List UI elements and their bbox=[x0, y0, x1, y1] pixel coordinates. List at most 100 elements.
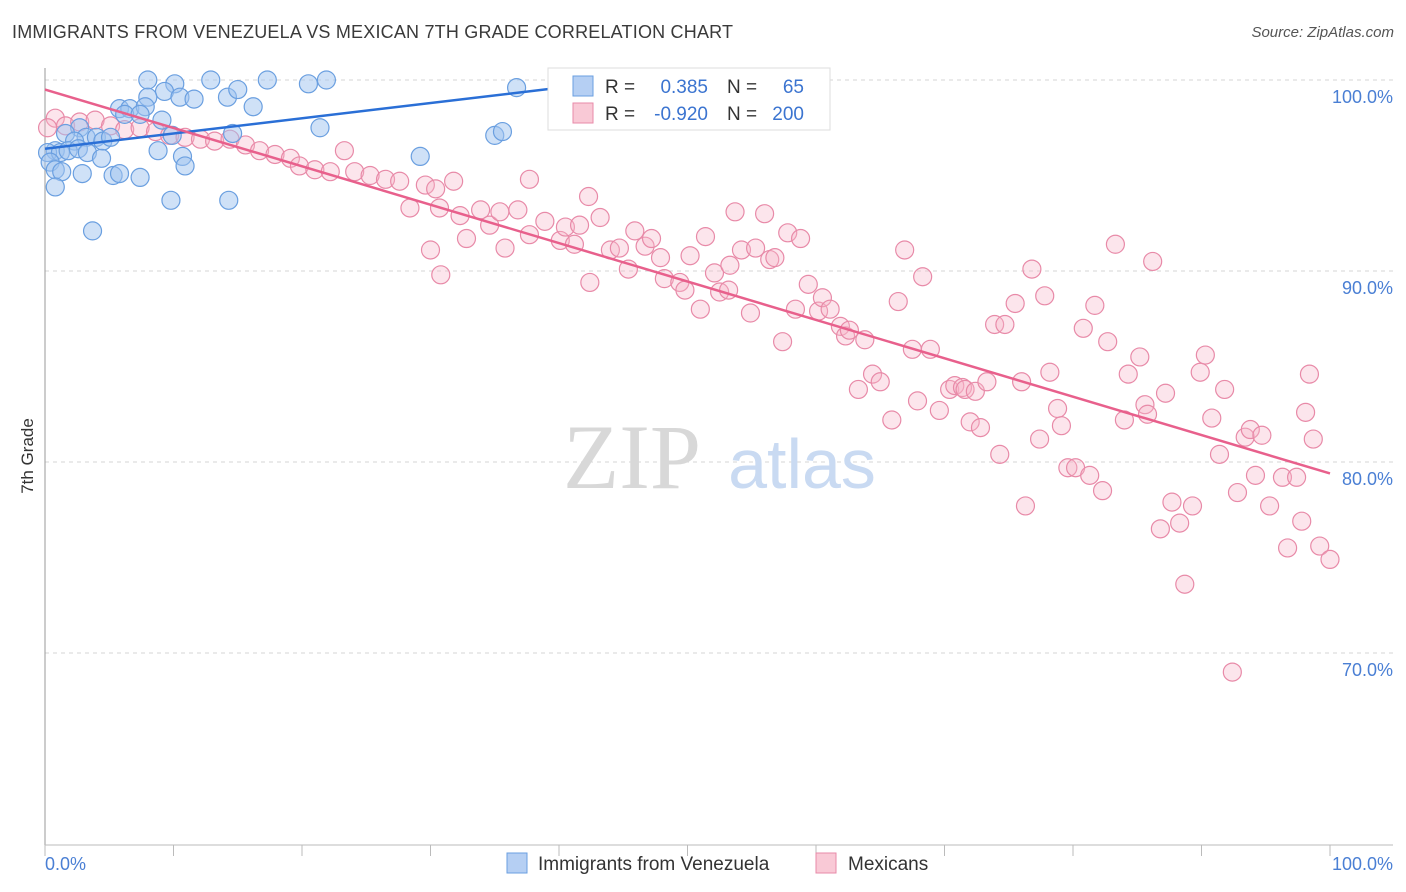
legend-n-value: 65 bbox=[783, 77, 804, 98]
mexicans-point bbox=[1040, 362, 1060, 382]
venezuela-point bbox=[219, 190, 239, 210]
mexicans-point bbox=[590, 207, 610, 228]
axes bbox=[44, 68, 1393, 846]
mexicans-point bbox=[798, 274, 818, 294]
chart-title: IMMIGRANTS FROM VENEZUELA VS MEXICAN 7TH… bbox=[12, 22, 734, 42]
venezuela-point bbox=[72, 163, 92, 184]
mexicans-point bbox=[1085, 295, 1105, 315]
venezuela-point bbox=[243, 97, 263, 117]
bottom-legend-swatch-pink bbox=[815, 852, 837, 874]
mexicans-point bbox=[235, 135, 256, 155]
x-tick-label-max: 100.0% bbox=[1332, 854, 1393, 874]
bottom-legend-label-venezuela: Immigrants from Venezuela bbox=[538, 854, 770, 875]
mexicans-point bbox=[569, 215, 590, 235]
x-tick-label-min: 0.0% bbox=[45, 854, 86, 874]
mexicans-point bbox=[635, 236, 655, 256]
mexicans-point bbox=[985, 314, 1005, 335]
watermark-atlas: atlas bbox=[728, 425, 876, 503]
source-label: Source: ZipAtlas.com bbox=[1251, 24, 1394, 41]
mexicans-point bbox=[609, 238, 629, 258]
gridlines bbox=[44, 79, 1393, 856]
legend-r-value: 0.385 bbox=[660, 77, 708, 98]
mexicans-point bbox=[1080, 465, 1100, 485]
mexicans-point bbox=[45, 108, 65, 128]
venezuela-point bbox=[138, 70, 158, 90]
bottom-legend-swatch-blue bbox=[506, 852, 528, 874]
mexicans-point bbox=[1035, 286, 1055, 306]
mexicans-point bbox=[1029, 429, 1050, 449]
legend-swatch-blue bbox=[572, 75, 594, 97]
bottom-legend-label-mexicans: Mexicans bbox=[848, 854, 928, 875]
venezuela-point bbox=[184, 89, 204, 109]
venezuela-point bbox=[316, 70, 337, 90]
series-mexicans bbox=[37, 108, 1340, 682]
mexicans-point bbox=[426, 179, 446, 199]
venezuela-point bbox=[410, 146, 430, 166]
mexicans-point bbox=[1047, 398, 1068, 419]
mexicans-point bbox=[812, 288, 833, 308]
mexicans-point bbox=[431, 265, 451, 285]
mexicans-point bbox=[390, 171, 410, 191]
mexicans-trend-line bbox=[44, 88, 1331, 475]
mexicans-point bbox=[1175, 574, 1195, 594]
venezuela-point bbox=[228, 79, 248, 100]
mexicans-point bbox=[720, 255, 740, 275]
mexicans-point bbox=[555, 217, 576, 237]
venezuela-point bbox=[130, 167, 150, 188]
mexicans-point bbox=[580, 272, 600, 293]
mexicans-point bbox=[690, 299, 710, 319]
legend-n-label: N = bbox=[727, 77, 757, 98]
mexicans-point bbox=[820, 299, 840, 319]
mexicans-point bbox=[444, 171, 464, 191]
venezuela-point bbox=[148, 141, 168, 161]
mexicans-point bbox=[1130, 347, 1150, 367]
mexicans-point bbox=[1022, 259, 1042, 279]
legend-r-label: R = bbox=[605, 77, 635, 98]
venezuela-point bbox=[100, 127, 121, 147]
watermark: ZIP atlas bbox=[563, 406, 876, 508]
y-axis-title: 7th Grade bbox=[18, 418, 37, 494]
mexicans-point bbox=[1190, 362, 1210, 382]
mexicans-point bbox=[970, 418, 991, 438]
mexicans-point bbox=[862, 364, 883, 384]
trend-lines bbox=[44, 86, 1331, 475]
mexicans-point bbox=[1005, 293, 1025, 314]
mexicans-point bbox=[725, 202, 745, 222]
mexicans-point bbox=[765, 248, 785, 268]
mexicans-point bbox=[913, 267, 933, 287]
legend-r-label: R = bbox=[605, 104, 635, 125]
mexicans-point bbox=[848, 379, 869, 400]
bottom-legend: Immigrants from Venezuela Mexicans bbox=[506, 852, 928, 875]
mexicans-point bbox=[1150, 519, 1170, 539]
mexicans-point bbox=[1170, 513, 1190, 533]
mexicans-point bbox=[1155, 383, 1176, 403]
mexicans-point bbox=[650, 248, 671, 268]
mexicans-point bbox=[1240, 419, 1260, 440]
mexicans-point bbox=[746, 238, 766, 258]
mexicans-point bbox=[754, 204, 775, 224]
mexicans-point bbox=[1292, 511, 1312, 531]
mexicans-point bbox=[945, 376, 965, 396]
mexicans-point bbox=[680, 246, 700, 266]
mexicans-point bbox=[995, 314, 1015, 335]
mexicans-point bbox=[704, 263, 725, 283]
legend-n-value: 200 bbox=[772, 104, 804, 125]
mexicans-point bbox=[1252, 425, 1272, 445]
mexicans-point bbox=[415, 175, 435, 195]
mexicans-point bbox=[360, 165, 380, 186]
mexicans-point bbox=[641, 228, 662, 249]
watermark-zip: ZIP bbox=[563, 406, 701, 508]
mexicans-point bbox=[882, 410, 902, 430]
y-tick-labels: 100.0% 90.0% 80.0% 70.0% bbox=[1332, 87, 1393, 680]
venezuela-point bbox=[109, 163, 130, 184]
mexicans-point bbox=[1182, 496, 1203, 516]
mexicans-point bbox=[1098, 332, 1118, 352]
venezuela-point bbox=[298, 74, 319, 94]
mexicans-point bbox=[695, 227, 716, 247]
venezuela-point bbox=[201, 70, 221, 90]
mexicans-point bbox=[1215, 379, 1235, 400]
mexicans-point bbox=[1303, 429, 1323, 449]
venezuela-trend-line bbox=[44, 86, 561, 151]
venezuela-point bbox=[161, 190, 181, 210]
